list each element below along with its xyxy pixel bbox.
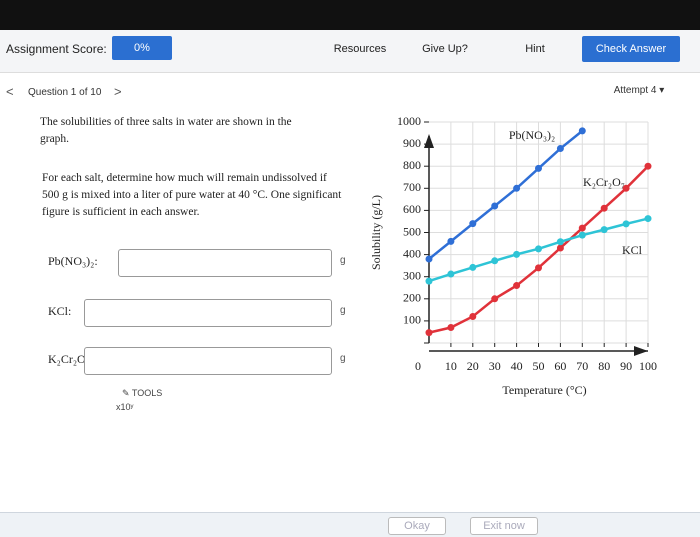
score-label: Assignment Score: [6, 42, 107, 56]
answer-label: K₂Cr₂O₇: [48, 352, 94, 366]
data-point [447, 324, 455, 332]
series-label: KCl [622, 243, 643, 257]
answer-input[interactable] [84, 299, 332, 327]
y-tick-label: 0 [415, 359, 421, 373]
data-point [491, 295, 499, 303]
answer-label: Pb(NO₃)₂: [48, 254, 98, 268]
x-axis-label: Temperature (°C) [502, 383, 586, 397]
data-point [556, 145, 564, 153]
x-tick-label: 60 [554, 359, 566, 373]
y-axis-label: Solubility (g/L) [369, 195, 383, 270]
data-point [600, 204, 608, 212]
footer: Okay Exit now [0, 512, 700, 537]
y-tick-label: 300 [403, 268, 421, 282]
top-bar [0, 0, 700, 30]
y-tick-label: 600 [403, 202, 421, 216]
attempt-dropdown[interactable]: Attempt 4 ▾ [613, 84, 665, 96]
tools-label: TOOLS [131, 388, 163, 398]
answer-input[interactable] [84, 347, 332, 375]
x-tick-label: 20 [467, 359, 479, 373]
data-point [644, 162, 652, 170]
data-point [425, 277, 433, 285]
y-axis-arrow [424, 134, 434, 148]
y-tick-label: 1000 [397, 114, 421, 128]
answer-input[interactable] [118, 249, 332, 277]
x-tick-label: 30 [489, 359, 501, 373]
x-tick-label: 100 [639, 359, 657, 373]
data-point [622, 184, 630, 192]
data-point [644, 215, 652, 223]
x-tick-label: 70 [576, 359, 588, 373]
data-point [469, 312, 477, 320]
y-tick-label: 400 [403, 246, 421, 260]
x-tick-label: 80 [598, 359, 610, 373]
y-tick-label: 500 [403, 224, 421, 238]
data-point [535, 245, 542, 253]
data-point [556, 244, 564, 252]
next-arrow[interactable]: > [114, 84, 122, 99]
data-point [513, 184, 521, 192]
data-point [447, 270, 455, 278]
tools-link[interactable]: ✎ TOOLS [122, 388, 163, 398]
score: 0% [112, 36, 172, 60]
data-point [491, 257, 499, 265]
x-tick-label: 50 [533, 359, 545, 373]
give-up-button[interactable]: Give Up? [422, 43, 468, 55]
series-line [428, 129, 584, 260]
y-tick-label: 900 [403, 136, 421, 150]
data-point [578, 231, 586, 239]
y-tick-label: 700 [403, 180, 421, 194]
check-answer-button[interactable]: Check Answer [582, 36, 680, 62]
data-point [447, 237, 455, 245]
data-point [556, 238, 564, 246]
series-label: Pb(NO₃)₂ [509, 128, 555, 142]
answer-unit: g [340, 255, 346, 266]
data-point [622, 220, 630, 228]
data-point [425, 329, 433, 337]
data-point [578, 127, 586, 135]
attempt-label: Attempt 4 [613, 84, 657, 96]
okay-button[interactable]: Okay [388, 517, 446, 535]
x-tick-label: 40 [511, 359, 523, 373]
question-text: For each salt, determine how much will r… [42, 172, 342, 218]
data-point [600, 226, 608, 234]
data-point [578, 224, 586, 232]
answer-unit: g [340, 353, 346, 364]
data-point [425, 255, 433, 263]
data-point [491, 202, 499, 210]
data-point [469, 220, 477, 228]
series-label: K₂Cr₂O₇ [583, 175, 625, 189]
question-label: Question 1 of 10 [28, 87, 102, 98]
data-point [513, 282, 521, 290]
data-point [535, 164, 542, 172]
y-tick-label: 100 [403, 313, 421, 327]
data-point [469, 263, 477, 271]
toolbar: Assignment Score: 0% Resources Give Up? … [0, 30, 700, 73]
data-point [535, 264, 542, 272]
data-point [513, 250, 521, 258]
prev-arrow[interactable]: < [6, 84, 14, 99]
y-tick-label: 800 [403, 158, 421, 172]
exit-button[interactable]: Exit now [470, 517, 538, 535]
answer-unit: g [340, 305, 346, 316]
y-tick-label: 200 [403, 291, 421, 305]
sci-notation[interactable]: x10ʸ [116, 402, 134, 412]
x-tick-label: 90 [620, 359, 632, 373]
question-text: The solubilities of three salts in water… [40, 116, 292, 145]
hint-button[interactable]: Hint [525, 43, 545, 55]
x-axis-arrow [634, 346, 648, 356]
resources-button[interactable]: Resources [333, 43, 387, 55]
answer-label: KCl: [48, 304, 72, 318]
x-tick-label: 10 [445, 359, 457, 373]
